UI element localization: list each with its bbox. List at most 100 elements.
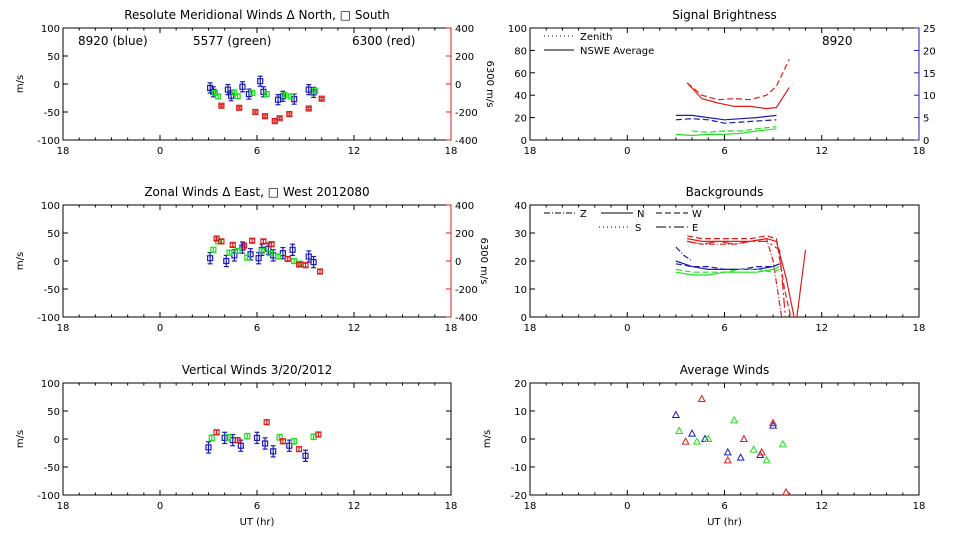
square-marker — [240, 242, 248, 249]
y-axis-label: m/s — [482, 430, 493, 448]
square-marker — [286, 442, 293, 449]
square-marker — [221, 434, 228, 441]
data-layer — [207, 75, 325, 125]
data-layer — [675, 235, 807, 317]
triangle-marker — [704, 434, 713, 442]
data-point — [736, 453, 745, 461]
x-tick-label: 6 — [721, 146, 727, 157]
square-marker — [245, 90, 253, 98]
data-point — [218, 238, 225, 245]
data-layer — [675, 59, 790, 137]
data-layer — [671, 394, 790, 495]
series-line-green — [692, 126, 777, 133]
data-point — [249, 237, 256, 244]
y2-tick-label: -200 — [455, 285, 478, 296]
triangle-marker — [762, 455, 771, 464]
square-marker — [279, 250, 286, 257]
data-point — [244, 432, 251, 440]
legend-label: NSWE Average — [580, 46, 654, 57]
triangle-marker — [675, 426, 684, 434]
square-marker — [253, 434, 261, 441]
square-marker — [234, 437, 241, 444]
data-point — [234, 437, 241, 444]
y-tick-label: -50 — [44, 285, 60, 296]
square-marker — [255, 255, 262, 262]
y2-axis-label: 6300 m/s — [484, 61, 495, 108]
chart-vertical: Vertical Winds 3/20/2012 18 0 6 12 18 100 50 0 -5… — [15, 363, 457, 528]
legend-label: W — [692, 209, 702, 220]
y2-tick-label: 0 — [923, 136, 929, 147]
square-marker — [263, 419, 270, 426]
square-marker — [281, 92, 288, 99]
square-marker — [239, 83, 246, 90]
triangle-marker — [723, 455, 732, 464]
y2-tick-label: 15 — [923, 69, 936, 80]
x-tick-label: 6 — [254, 501, 260, 512]
triangle-marker — [739, 434, 748, 442]
data-point — [270, 445, 277, 458]
data-point — [268, 241, 275, 248]
x-tick-label: 0 — [157, 146, 163, 157]
data-point — [286, 439, 293, 452]
square-marker — [234, 247, 241, 255]
square-marker — [208, 434, 215, 441]
data-point — [263, 419, 270, 426]
x-tick-label: 18 — [57, 146, 70, 157]
data-point — [302, 262, 309, 269]
y-tick-label: -10 — [511, 463, 527, 474]
data-point — [249, 89, 256, 97]
data-point — [305, 105, 312, 112]
y-tick-label: 20 — [514, 114, 527, 125]
y-tick-label: -50 — [44, 463, 60, 474]
square-marker — [257, 78, 264, 85]
data-point — [310, 255, 317, 269]
data-point — [295, 261, 303, 268]
square-marker — [231, 89, 238, 96]
square-marker — [207, 84, 214, 92]
data-layer — [205, 419, 322, 462]
data-point — [281, 92, 288, 99]
data-point — [316, 268, 324, 275]
data-point — [305, 250, 312, 263]
data-point — [245, 88, 253, 100]
data-point — [240, 242, 248, 249]
y2-tick-label: 5 — [923, 114, 929, 125]
chart-title: Backgrounds — [686, 185, 764, 199]
x-tick-label: 18 — [445, 323, 458, 334]
data-point — [730, 415, 739, 424]
square-marker — [224, 434, 231, 441]
square-marker — [270, 448, 277, 455]
y-tick-label: 60 — [514, 69, 527, 80]
data-point — [208, 434, 215, 442]
station-label: 8920 — [822, 34, 853, 48]
square-marker — [274, 96, 282, 103]
data-point — [229, 433, 236, 447]
x-tick-label: 12 — [348, 146, 361, 157]
data-point — [213, 429, 220, 436]
y2-tick-label: 10 — [923, 91, 936, 102]
data-point — [302, 449, 309, 462]
square-marker — [252, 108, 259, 116]
square-marker — [249, 89, 256, 97]
square-marker — [266, 250, 274, 257]
chart-title: Resolute Meridional Winds Δ North, □ Sou… — [124, 8, 390, 22]
data-point — [289, 243, 296, 256]
square-marker — [276, 434, 283, 441]
data-point — [782, 487, 790, 495]
series-line-blue — [675, 246, 693, 262]
data-point — [315, 431, 322, 438]
y2-tick-label: -400 — [455, 313, 478, 324]
data-point — [287, 93, 295, 100]
x-tick-label: 18 — [913, 501, 926, 512]
square-marker — [312, 87, 319, 94]
color-key-note: 5577 (green) — [193, 34, 271, 48]
data-point — [231, 89, 238, 96]
data-point — [210, 86, 217, 98]
x-tick-label: 18 — [445, 146, 458, 157]
data-point — [205, 441, 212, 454]
data-point — [266, 250, 274, 257]
square-marker — [284, 255, 291, 262]
plot-frame — [529, 382, 920, 496]
y-axis-label: m/s — [15, 430, 26, 448]
x-tick-label: 0 — [624, 323, 630, 334]
